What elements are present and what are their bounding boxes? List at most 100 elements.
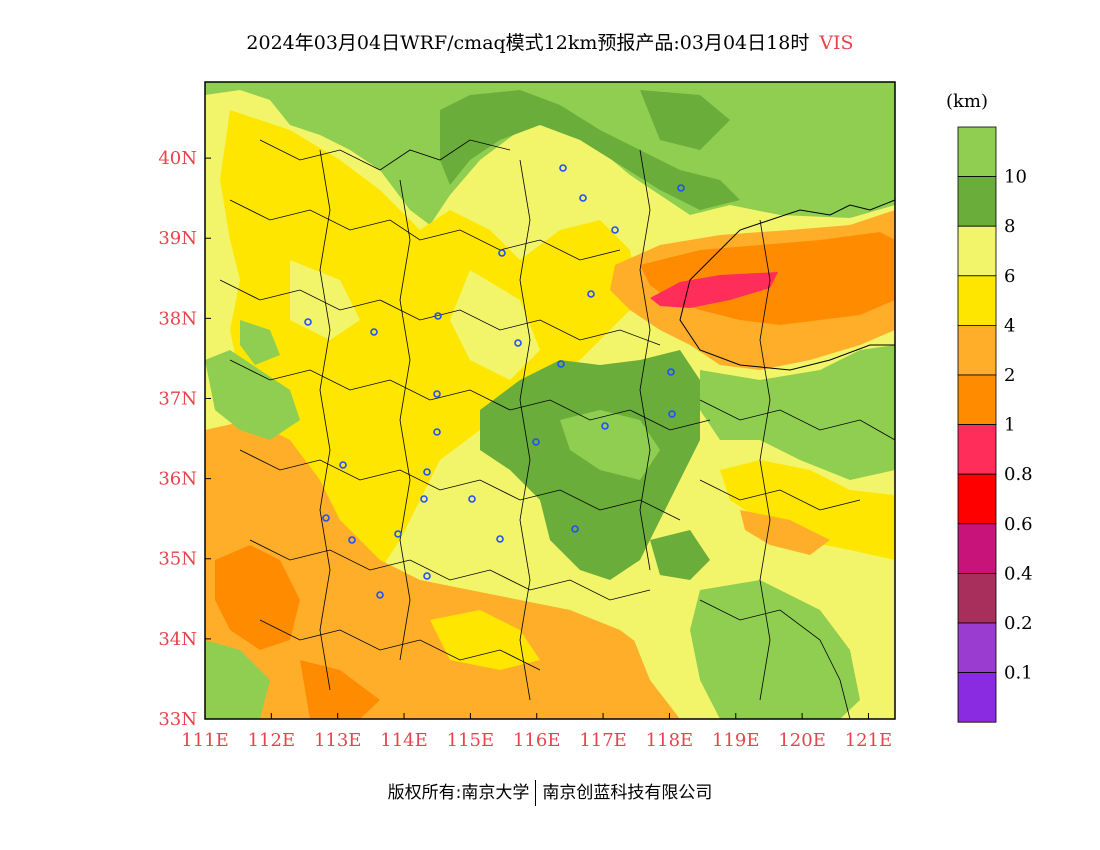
city-marker — [394, 530, 402, 538]
x-tick-label: 119E — [712, 730, 760, 751]
city-marker — [514, 339, 522, 347]
legend-swatch — [957, 523, 997, 574]
city-marker — [571, 525, 579, 533]
legend-label: 0.4 — [1004, 563, 1033, 584]
vis-region-south-1 — [300, 660, 380, 719]
vis-region-east-0.8 — [650, 272, 778, 308]
legend-swatch — [957, 473, 997, 525]
legend-swatch — [957, 324, 997, 376]
city-marker — [468, 495, 476, 503]
legend-label: 0.1 — [1004, 663, 1033, 684]
city-marker — [579, 194, 587, 202]
legend-label: 0.8 — [1004, 464, 1033, 485]
city-marker — [559, 164, 567, 172]
legend-label: 1 — [1004, 415, 1015, 436]
x-tick-label: 111E — [181, 730, 229, 751]
y-tick-label: 33N — [158, 709, 197, 730]
legend-swatch — [957, 275, 997, 326]
vis-region-se-8 — [650, 530, 710, 580]
legend-unit: (km) — [946, 91, 988, 112]
city-marker — [348, 536, 356, 544]
city-marker — [667, 368, 675, 376]
legend-swatch — [957, 374, 997, 425]
vis-region-south-2 — [205, 420, 680, 719]
legend-swatch — [957, 622, 997, 673]
city-marker — [668, 410, 676, 418]
x-tick-label: 117E — [579, 730, 627, 751]
vis-region-central-4 — [220, 110, 640, 570]
vis-region-sw-10 — [205, 640, 270, 719]
legend-swatch — [957, 573, 997, 624]
city-marker — [498, 249, 506, 257]
vis-region-coast-4 — [720, 460, 895, 560]
title-text: 2024年03月04日WRF/cmaq模式12km预报产品:03月04日18时 — [246, 32, 810, 54]
vis-region-shandong-10 — [700, 345, 895, 480]
x-tick-label: 115E — [447, 730, 495, 751]
x-tick-label: 112E — [248, 730, 296, 751]
variable-label: VIS — [819, 32, 854, 54]
legend-swatch — [957, 126, 997, 177]
city-marker — [433, 390, 441, 398]
legend-swatch — [957, 424, 997, 475]
x-tick-label: 113E — [314, 730, 362, 751]
visibility-field — [205, 82, 895, 719]
vis-region-se-10 — [690, 580, 860, 719]
city-marker — [339, 461, 347, 469]
admin-boundaries — [219, 139, 895, 719]
x-tick-label: 118E — [646, 730, 694, 751]
y-tick-label: 35N — [158, 549, 197, 570]
vis-region-coast-2 — [740, 510, 830, 555]
y-tick-label: 34N — [158, 629, 197, 650]
vis-region-west-10 — [205, 350, 300, 440]
city-markers — [304, 164, 685, 599]
city-marker — [601, 422, 609, 430]
plot-frame — [204, 81, 896, 720]
x-tick-label: 114E — [380, 730, 428, 751]
y-tick-label: 36N — [158, 469, 197, 490]
legend-label: 10 — [1004, 167, 1027, 188]
legend-label: 4 — [1004, 315, 1015, 336]
map-title: 2024年03月04日WRF/cmaq模式12km预报产品:03月04日18时 V… — [0, 28, 1100, 55]
x-tick-label: 121E — [845, 730, 893, 751]
x-axis: 111E 112E 113E 114E 115E 116E 117E 118E 119E 120E… — [181, 713, 892, 751]
city-marker — [423, 468, 431, 476]
city-marker — [423, 572, 431, 580]
city-marker — [677, 184, 685, 192]
legend-swatch — [957, 225, 997, 277]
city-marker — [433, 428, 441, 436]
vis-region-north-8 — [440, 90, 740, 210]
company-text: 南京创蓝科技有限公司 — [542, 783, 713, 803]
y-tick-label: 39N — [158, 228, 197, 249]
city-marker — [304, 318, 312, 326]
vis-region-central-10 — [560, 410, 660, 480]
y-axis: 33N 34N 35N 36N 37N 38N 39N 40N — [158, 148, 211, 730]
legend-label: 8 — [1004, 216, 1015, 237]
legend-swatch — [957, 176, 997, 227]
legend-swatch — [957, 672, 997, 723]
vis-region-south-4 — [430, 610, 540, 670]
y-tick-label: 38N — [158, 308, 197, 329]
y-tick-label: 40N — [158, 148, 197, 169]
city-marker — [376, 591, 384, 599]
city-marker — [420, 495, 428, 503]
city-marker — [532, 438, 540, 446]
footer: 版权所有:南京大学 南京创蓝科技有限公司 — [0, 778, 1100, 806]
city-marker — [370, 328, 378, 336]
copyright-text: 版权所有:南京大学 — [387, 783, 530, 803]
city-marker — [587, 290, 595, 298]
vis-region-north-8b — [640, 90, 730, 150]
y-tick-label: 37N — [158, 388, 197, 409]
vis-region-southwest-1 — [215, 545, 300, 650]
city-marker — [496, 535, 504, 543]
legend-label: 6 — [1004, 266, 1015, 287]
color-legend: 10 8 6 4 2 1 0.8 0.6 0.4 0.2 0.1 — [957, 126, 1033, 723]
vis-region-central-6 — [450, 270, 540, 380]
city-marker — [434, 312, 442, 320]
legend-label: 0.2 — [1004, 613, 1033, 634]
city-marker — [322, 514, 330, 522]
coastline — [679, 199, 895, 371]
vis-region-central-8 — [480, 350, 700, 580]
legend-label: 2 — [1004, 365, 1015, 386]
x-tick-label: 116E — [513, 730, 561, 751]
